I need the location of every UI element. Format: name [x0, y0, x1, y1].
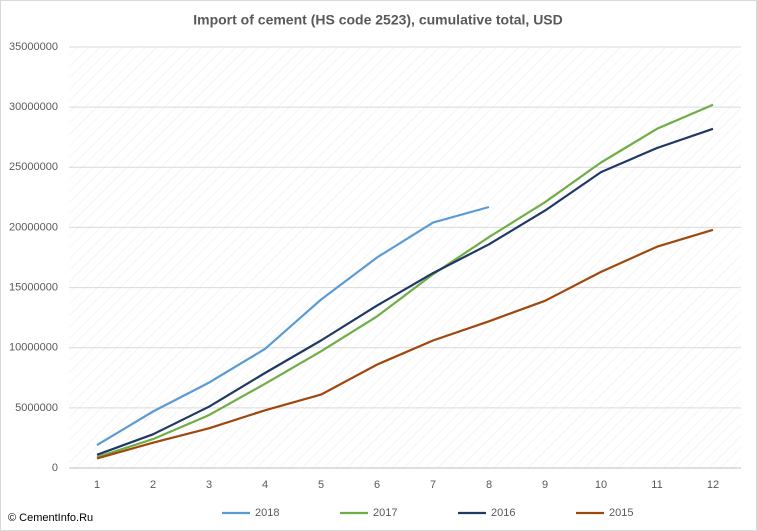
x-tick-label: 11	[651, 479, 662, 491]
y-tick-label: 35000000	[9, 41, 58, 53]
series-line	[96, 127, 714, 456]
legend-label: 2016	[491, 507, 515, 519]
plot-area	[69, 47, 741, 468]
x-tick-label: 7	[430, 479, 436, 491]
series-line	[96, 205, 490, 447]
y-tick-label: 10000000	[9, 342, 58, 354]
legend-label: 2015	[609, 507, 633, 519]
x-tick-label: 1	[94, 479, 100, 491]
series-line	[96, 228, 714, 460]
source-note: © CementInfo.Ru	[8, 512, 93, 524]
x-tick-label: 12	[707, 479, 719, 491]
x-tick-label: 4	[262, 479, 268, 491]
y-tick-label: 30000000	[9, 101, 58, 113]
chart-title: Import of cement (HS code 2523), cumulat…	[193, 12, 563, 28]
x-tick-label: 6	[374, 479, 380, 491]
legend-label: 2018	[255, 507, 279, 519]
y-tick-label: 20000000	[9, 221, 58, 233]
x-tick-label: 5	[318, 479, 324, 491]
x-tick-label: 10	[595, 479, 607, 491]
legend-label: 2017	[373, 507, 397, 519]
y-tick-label: 5000000	[15, 402, 58, 414]
y-tick-label: 0	[52, 462, 58, 474]
x-tick-label: 9	[542, 479, 548, 491]
series-line	[96, 103, 714, 459]
x-tick-label: 3	[206, 479, 212, 491]
y-tick-label: 15000000	[9, 281, 58, 293]
y-tick-label: 25000000	[9, 161, 58, 173]
x-tick-label: 2	[150, 479, 156, 491]
x-tick-label: 8	[486, 479, 492, 491]
